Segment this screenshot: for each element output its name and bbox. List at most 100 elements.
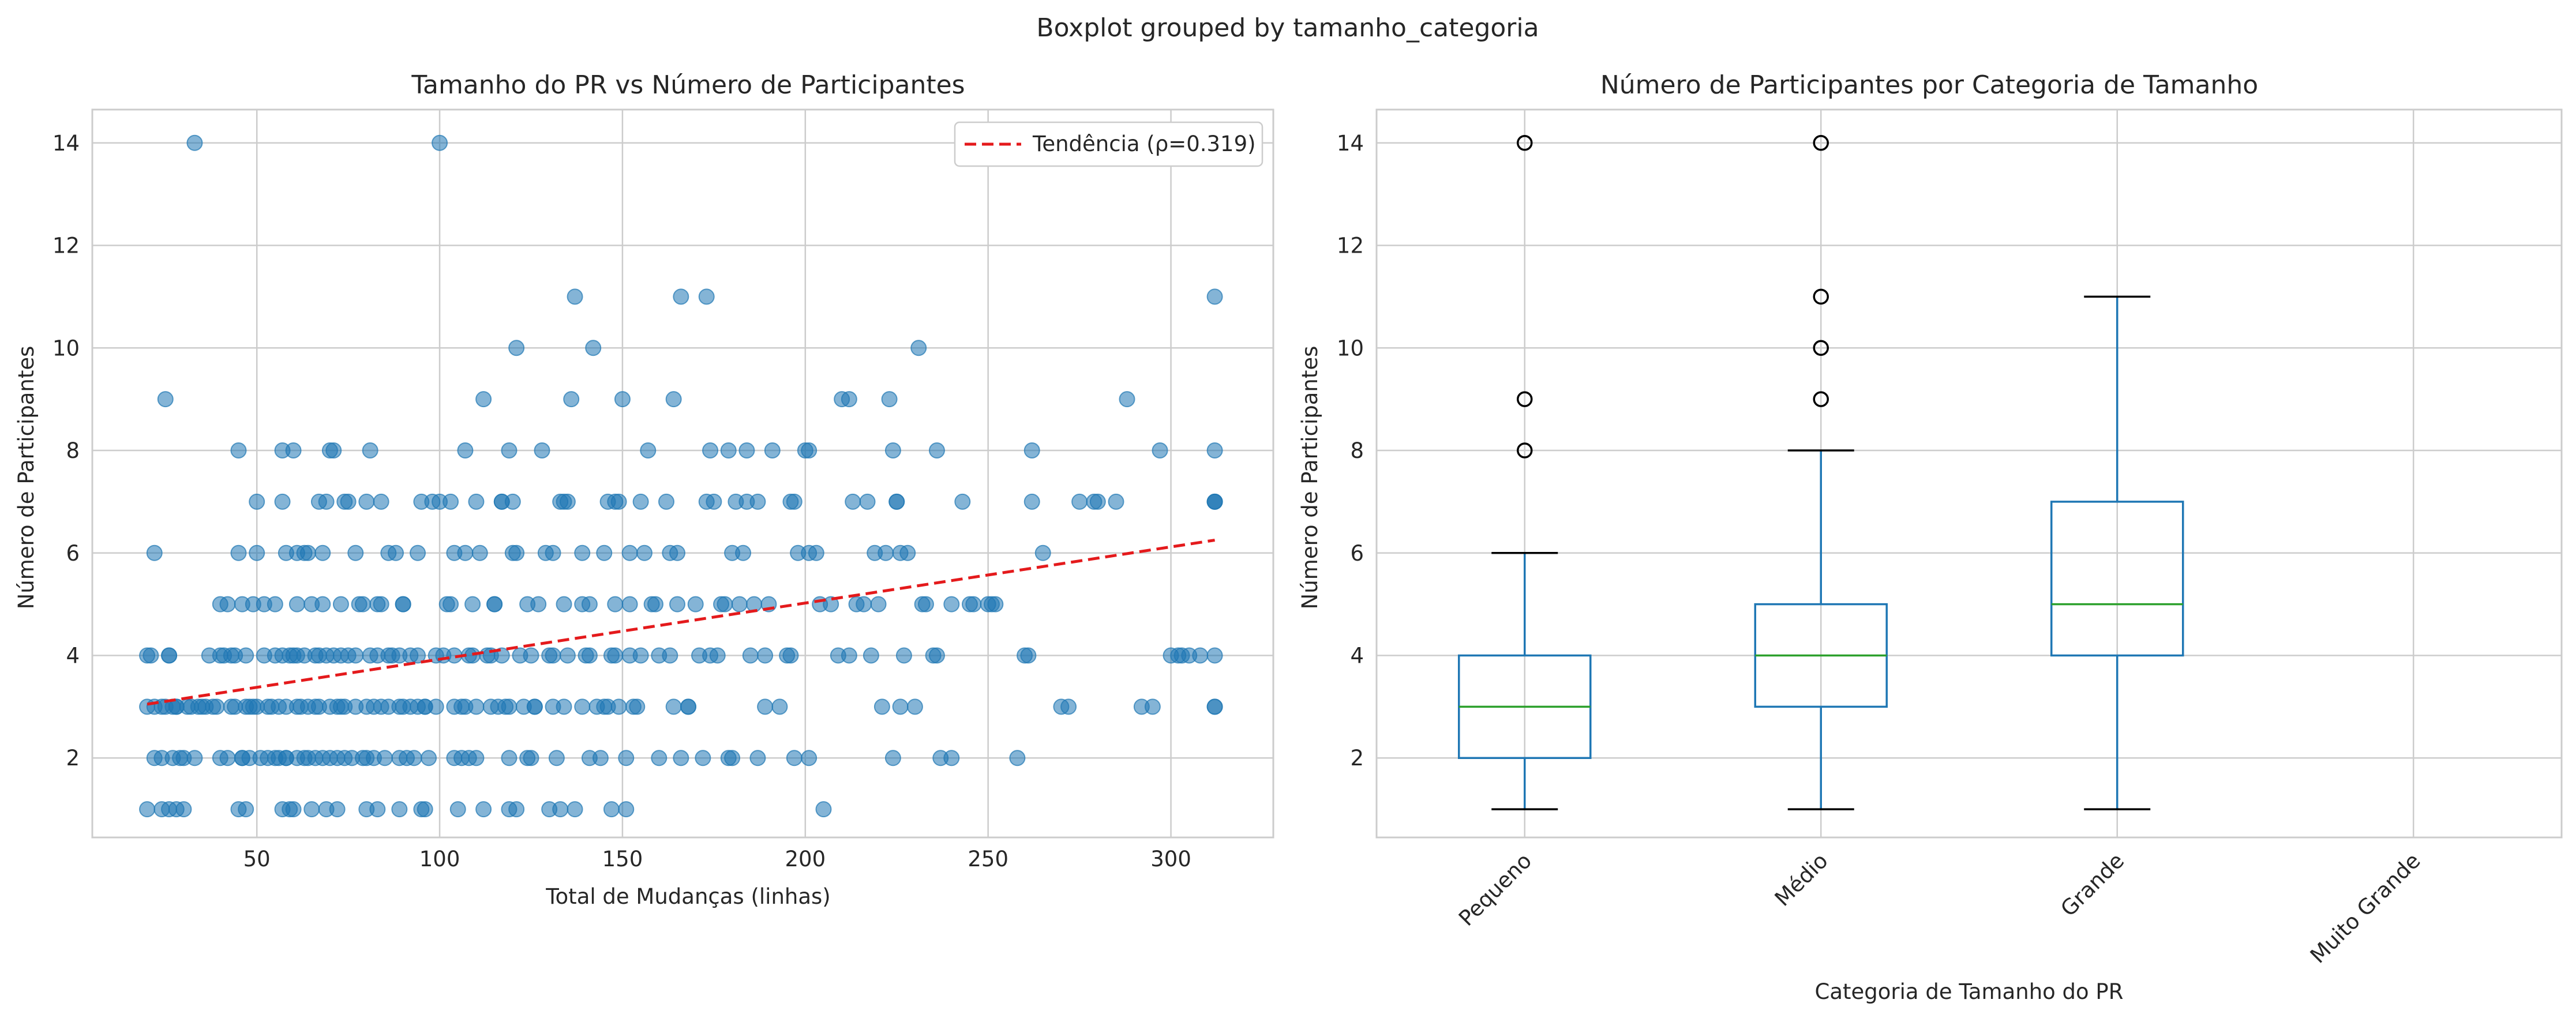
- outlier-point: [1517, 391, 1533, 407]
- legend-box: [954, 121, 1263, 167]
- scatter-point: [1170, 647, 1187, 664]
- scatter-point: [336, 750, 353, 766]
- scatter-point: [493, 647, 510, 664]
- box-iqr: [2050, 501, 2184, 657]
- scatter-point: [285, 442, 302, 459]
- scatter-point: [1086, 493, 1103, 510]
- scatter-point: [391, 801, 408, 818]
- scatter-point: [618, 801, 635, 818]
- scatter-point: [310, 493, 327, 510]
- scatter-point: [687, 596, 704, 613]
- scatter-point: [1206, 647, 1223, 664]
- scatter-point: [443, 596, 459, 613]
- boxplot-xtick-label: Grande: [2056, 848, 2129, 922]
- scatter-point: [230, 544, 247, 561]
- scatter-point: [607, 493, 624, 510]
- scatter-point: [567, 801, 583, 818]
- scatter-point: [139, 647, 156, 664]
- scatter-point: [245, 698, 261, 715]
- scatter-ytick-label: 4: [66, 644, 80, 668]
- scatter-point: [702, 442, 719, 459]
- scatter-point: [738, 442, 755, 459]
- scatter-point: [928, 442, 945, 459]
- scatter-point: [449, 801, 466, 818]
- scatter-point: [673, 288, 689, 305]
- scatter-point: [380, 544, 397, 561]
- box-pequeno: [1458, 135, 1592, 810]
- scatter-point: [651, 750, 668, 766]
- scatter-point: [914, 596, 931, 613]
- scatter-point: [731, 596, 748, 613]
- scatter-point: [841, 391, 857, 408]
- scatter-point: [219, 750, 236, 766]
- scatter-xlabel: Total de Mudanças (linhas): [545, 884, 831, 909]
- scatter-point: [1023, 493, 1040, 510]
- scatter-point: [373, 493, 389, 510]
- scatter-point: [665, 391, 682, 408]
- scatter-ytick-label: 10: [53, 336, 80, 360]
- scatter-point: [640, 442, 657, 459]
- scatter-ticks: 50 100 150 200 250 300 2 4 6 8 10 12 14: [53, 131, 1191, 871]
- box-grande: [2050, 295, 2184, 810]
- scatter-point: [347, 544, 364, 561]
- boxplot-ytick-label: 8: [1350, 438, 1364, 463]
- scatter-point: [468, 698, 485, 715]
- boxplot-grid: [1377, 110, 2562, 837]
- scatter-point: [859, 493, 876, 510]
- scatter-point: [267, 596, 283, 613]
- scatter-point: [194, 698, 211, 715]
- scatter-point: [621, 596, 638, 613]
- scatter-point: [256, 647, 272, 664]
- scatter-point: [468, 750, 485, 766]
- scatter-point: [369, 596, 386, 613]
- scatter-point: [665, 698, 682, 715]
- boxplot-boxes: [1458, 135, 2184, 810]
- scatter-point: [443, 493, 459, 510]
- scatter-point: [274, 493, 291, 510]
- scatter-point: [1192, 647, 1209, 664]
- boxplot-panel: Número de Participantes por Categoria de…: [1298, 70, 2563, 1004]
- scatter-point: [1144, 698, 1161, 715]
- scatter-point: [801, 750, 818, 766]
- scatter-point: [336, 493, 353, 510]
- scatter-point: [870, 596, 887, 613]
- scatter-point: [954, 493, 971, 510]
- scatter-ytick-label: 2: [66, 746, 80, 771]
- scatter-point: [146, 544, 163, 561]
- scatter-point: [325, 442, 342, 459]
- scatter-point: [1119, 391, 1135, 408]
- box-médio: [1754, 135, 1888, 810]
- scatter-point: [245, 596, 261, 613]
- scatter-point: [201, 647, 218, 664]
- scatter-xtick-label: 300: [1150, 847, 1191, 871]
- scatter-point: [782, 647, 799, 664]
- scatter-point: [457, 442, 474, 459]
- scatter-point: [1206, 288, 1223, 305]
- scatter-point: [695, 750, 711, 766]
- scatter-ytick-label: 6: [66, 541, 80, 566]
- boxplot-ytick-label: 10: [1337, 336, 1364, 360]
- scatter-point: [669, 596, 685, 613]
- scatter-ytick-label: 8: [66, 438, 80, 463]
- scatter-point: [428, 698, 444, 715]
- scatter-point: [906, 698, 923, 715]
- scatter-point: [212, 596, 228, 613]
- scatter-point: [545, 544, 561, 561]
- scatter-point: [307, 698, 324, 715]
- outlier-point: [1517, 135, 1533, 151]
- scatter-point: [567, 288, 583, 305]
- boxplot-ytick-label: 2: [1350, 746, 1364, 771]
- scatter-point: [410, 544, 426, 561]
- scatter-point: [698, 288, 715, 305]
- scatter-xtick-label: 150: [602, 847, 643, 871]
- scatter-point: [526, 698, 543, 715]
- scatter-point: [698, 493, 715, 510]
- scatter-point: [486, 596, 503, 613]
- boxplot-xlabel: Categoria de Tamanho do PR: [1815, 979, 2124, 1004]
- scatter-point: [603, 801, 620, 818]
- scatter-xtick-label: 100: [419, 847, 460, 871]
- scatter-point: [724, 544, 741, 561]
- scatter-point: [888, 493, 905, 510]
- scatter-point: [632, 493, 649, 510]
- scatter-point: [738, 493, 755, 510]
